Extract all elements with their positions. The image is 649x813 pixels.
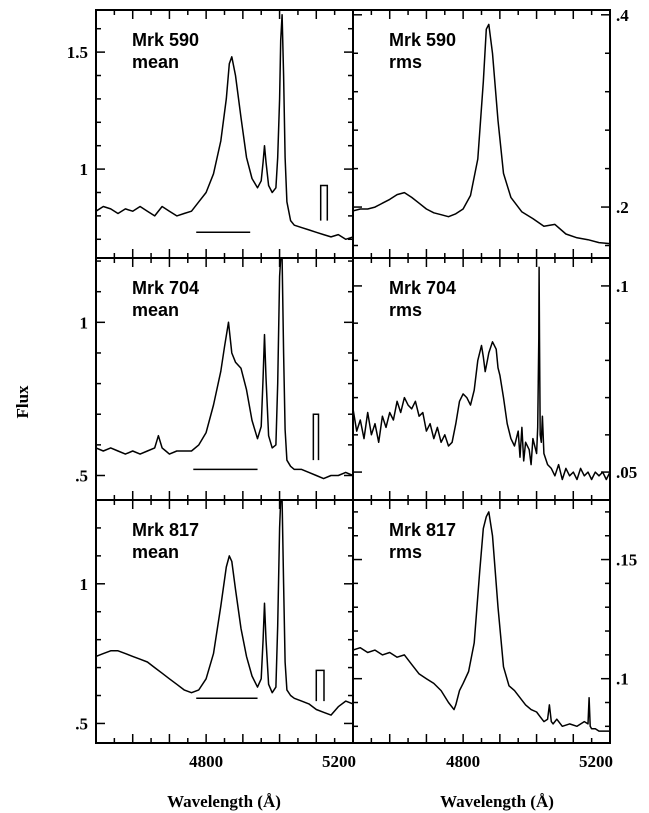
x-tick-label: 5200 xyxy=(579,752,613,771)
x-tick-label: 4800 xyxy=(189,752,223,771)
y-tick-label: .1 xyxy=(616,277,629,296)
x-axis-title-left: Wavelength (Å) xyxy=(167,792,281,811)
panel-subtitle: rms xyxy=(389,300,422,320)
panel-name: Mrk 590 xyxy=(389,30,456,50)
resolution-box xyxy=(315,669,325,702)
y-tick-label: .5 xyxy=(75,714,88,733)
spectrum-line xyxy=(353,23,610,245)
y-tick-label: .5 xyxy=(75,466,88,485)
spectrum-line xyxy=(353,266,610,481)
panel-name: Mrk 704 xyxy=(132,278,199,298)
panel-subtitle: mean xyxy=(132,52,179,72)
panel-subtitle: mean xyxy=(132,542,179,562)
panel-name: Mrk 590 xyxy=(132,30,199,50)
panel-subtitle: rms xyxy=(389,52,422,72)
y-tick-label: 1 xyxy=(80,575,89,594)
x-tick-label: 4800 xyxy=(446,752,480,771)
y-tick-label: .15 xyxy=(616,551,637,570)
panel-subtitle: mean xyxy=(132,300,179,320)
y-tick-label: 1.5 xyxy=(67,43,88,62)
panel-name: Mrk 817 xyxy=(132,520,199,540)
spectrum-line xyxy=(96,258,353,480)
spectrum-line xyxy=(96,13,353,241)
y-tick-label: 1 xyxy=(80,313,89,332)
panel-name: Mrk 704 xyxy=(389,278,456,298)
panel-name: Mrk 817 xyxy=(389,520,456,540)
panel-subtitle: rms xyxy=(389,542,422,562)
resolution-box xyxy=(312,413,320,461)
y-tick-label: .05 xyxy=(616,463,637,482)
y-tick-label: .2 xyxy=(616,198,629,217)
spectrum-line xyxy=(96,500,353,716)
y-tick-label: .4 xyxy=(616,6,629,25)
y-tick-label: 1 xyxy=(80,160,89,179)
x-axis-title-right: Wavelength (Å) xyxy=(440,792,554,811)
resolution-box xyxy=(319,184,329,221)
y-axis-title: Flux xyxy=(13,385,32,419)
spectrum-line xyxy=(353,511,610,732)
y-tick-label: .1 xyxy=(616,670,629,689)
x-tick-label: 5200 xyxy=(322,752,356,771)
